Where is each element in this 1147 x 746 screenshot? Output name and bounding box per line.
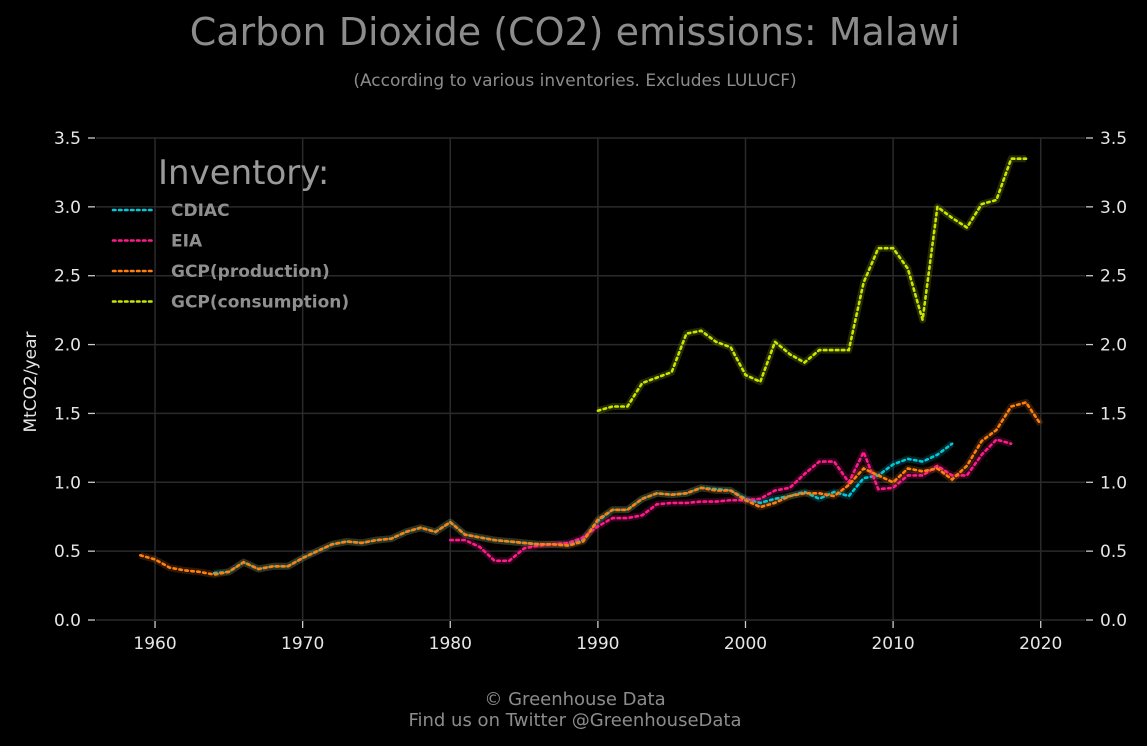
y-tick-label-right: 2.5 [1100,267,1127,287]
y-tick-label-left: 1.5 [54,404,81,424]
series-glow-cdiac [213,440,955,577]
series-lines [139,155,1044,579]
y-tick-label-right: 2.0 [1100,336,1127,356]
y-axis-label: MtCO2/year [21,331,41,432]
y-tick-label-left: 3.0 [54,198,81,218]
y-tick-label-left: 2.0 [54,336,81,356]
legend-label-eia: EIA [171,232,203,252]
y-tick-label-right: 3.5 [1100,129,1127,149]
x-tick-label: 2000 [724,634,767,654]
y-tick-label-left: 0.0 [54,611,81,631]
x-tick-label: 1970 [281,634,324,654]
x-tick-label: 1980 [429,634,472,654]
x-tick-label: 2020 [1019,634,1062,654]
chart-subtitle: (According to various inventories. Exclu… [353,71,796,91]
legend-label-gcp-production: GCP(production) [171,262,330,282]
legend-label-gcp-consumption: GCP(consumption) [171,293,349,313]
axes: 0.0 0.0 0.5 0.5 1.0 1.0 1.5 1.5 2.0 2.0 2.5 2.5 3.0 3… [54,129,1127,654]
series-glow-gcp-production [139,398,1044,579]
legend-title: Inventory: [158,153,329,193]
x-tick-label: 1960 [133,634,176,654]
legend-label-cdiac: CDIAC [171,201,230,221]
y-tick-label-right: 0.5 [1100,542,1127,562]
y-tick-label-right: 1.5 [1100,404,1127,424]
legend: Inventory: CDIAC EIA GCP(production) GCP(co… [111,153,349,313]
y-tick-label-right: 3.0 [1100,198,1127,218]
footer-twitter: Find us on Twitter @GreenhouseData [408,710,741,731]
footer-copyright: © Greenhouse Data [484,689,665,710]
x-tick-label: 2010 [871,634,914,654]
y-tick-label-left: 1.0 [54,473,81,493]
y-tick-label-right: 1.0 [1100,473,1127,493]
y-tick-label-left: 3.5 [54,129,81,149]
series-line-gcp-consumption [596,157,1028,413]
y-tick-label-right: 0.0 [1100,611,1127,631]
series-line-gcp-production [139,400,1042,576]
x-tick-label: 1990 [576,634,619,654]
series-line-cdiac [212,442,954,575]
grid [96,137,1085,621]
series-glow-gcp-consumption [596,155,1026,415]
y-tick-label-left: 2.5 [54,267,81,287]
chart-title: Carbon Dioxide (CO2) emissions: Malawi [190,10,961,54]
y-tick-label-left: 0.5 [54,542,81,562]
